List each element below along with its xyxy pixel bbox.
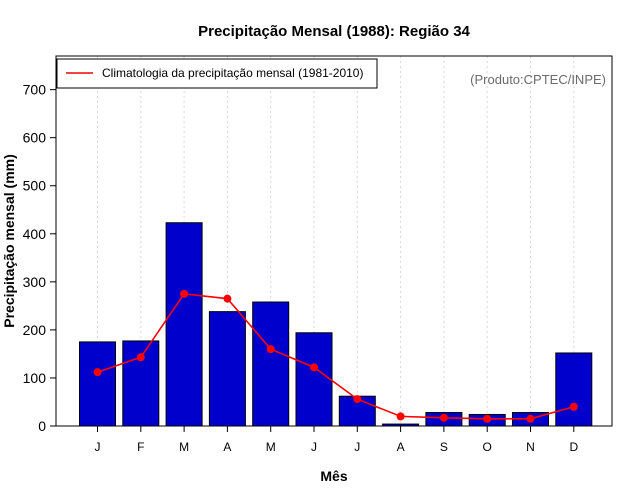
bar [79, 341, 116, 427]
grid-lines [97, 56, 575, 426]
climatology-line [97, 293, 575, 420]
climatology-point [483, 414, 492, 423]
climatology-line-series [93, 289, 578, 423]
x-axis-title: Mês [320, 468, 347, 484]
bar [555, 352, 593, 427]
climatology-point [223, 294, 232, 303]
y-axis-title: Precipitação mensal (mm) [1, 154, 17, 328]
y-tick-label: 300 [23, 274, 47, 290]
plot-frame [55, 55, 613, 427]
bar [295, 332, 333, 427]
y-tick-label: 400 [23, 226, 47, 242]
climatology-point [93, 368, 102, 377]
x-tick-label: M [179, 440, 189, 454]
climatology-point [569, 402, 578, 411]
climatology-point [310, 363, 318, 372]
y-tick-label: 500 [23, 178, 47, 194]
climatology-point [526, 414, 535, 423]
x-tick-label: M [266, 440, 276, 454]
bar [208, 311, 246, 427]
bar [252, 301, 290, 427]
x-tick-label: D [569, 440, 578, 454]
y-tick-label: 200 [23, 322, 47, 338]
x-tick-label: A [397, 440, 405, 454]
legend-box [56, 58, 378, 89]
y-tick-label: 0 [38, 418, 46, 434]
y-axis: 0 100 200 300 400 500 600 700 [23, 82, 56, 434]
climatology-point [396, 412, 405, 421]
x-tick-label: S [440, 440, 448, 454]
x-tick-label: N [526, 440, 535, 454]
credit-annotation: (Produto:CPTEC/INPE) [470, 72, 606, 87]
x-tick-label: J [354, 440, 360, 454]
climatology-point [439, 413, 448, 422]
x-tick-label: O [483, 440, 492, 454]
climatology-point [180, 289, 189, 298]
y-tick-label: 100 [23, 370, 47, 386]
x-tick-label: J [95, 440, 101, 454]
legend-label: Climatologia da precipitação mensal (198… [102, 66, 363, 80]
chart-title: Precipitação Mensal (1988): Região 34 [198, 23, 470, 40]
y-tick-label: 600 [23, 130, 47, 146]
climatology-point [266, 345, 275, 354]
x-tick-label: J [311, 440, 317, 454]
bar [165, 222, 203, 427]
climatology-point [353, 395, 362, 404]
y-tick-label: 700 [23, 82, 47, 98]
climatology-point [136, 353, 145, 362]
bar-series [79, 222, 593, 427]
x-tick-label: F [137, 440, 144, 454]
x-tick-label: A [223, 440, 231, 454]
legend: Climatologia da precipitação mensal (198… [56, 58, 378, 89]
